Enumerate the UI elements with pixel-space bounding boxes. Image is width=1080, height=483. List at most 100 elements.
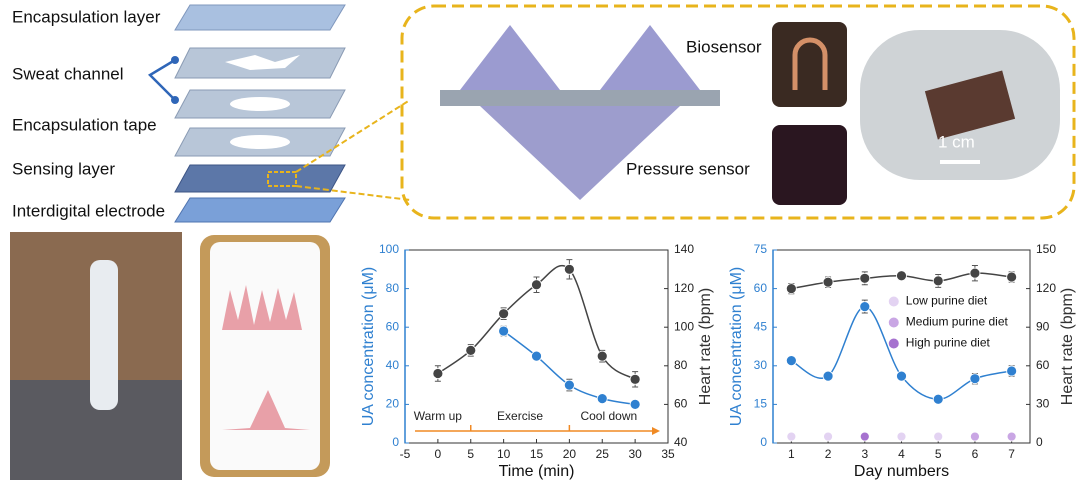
x-tick-label: 0	[435, 447, 442, 461]
y2-tick-label: 0	[1036, 435, 1043, 449]
layer-label: Sensing layer	[12, 159, 115, 178]
data-point	[896, 370, 907, 382]
data-point	[933, 431, 944, 442]
biosensor-photo	[772, 22, 847, 107]
phase-label: Warm up	[414, 409, 463, 423]
data-point	[498, 308, 510, 320]
x-tick-label: 6	[972, 447, 979, 461]
layer-label: Interdigital electrode	[12, 201, 165, 220]
x-axis-title: Time (min)	[499, 463, 575, 480]
scale-bar-label: 1 cm	[938, 132, 975, 151]
y2-tick-label: 60	[674, 397, 688, 411]
y-tick-label: 80	[386, 281, 400, 295]
y-tick-label: 45	[754, 319, 768, 333]
y-tick-label: 60	[754, 281, 768, 295]
data-point	[785, 355, 797, 367]
data-point	[896, 431, 907, 442]
legend-marker	[888, 296, 899, 307]
data-point	[1006, 431, 1017, 442]
y2-axis-title: Heart rate (bpm)	[1059, 288, 1076, 405]
y2-tick-label: 40	[674, 435, 688, 449]
data-point	[859, 301, 871, 313]
data-point	[786, 431, 797, 442]
y-axis-title: UA concentration (μM)	[360, 267, 377, 427]
layer-label: Encapsulation tape	[12, 115, 157, 134]
y-tick-label: 100	[379, 242, 399, 256]
y-tick-label: 60	[386, 319, 400, 333]
layer-label: Encapsulation layer	[12, 7, 161, 26]
x-tick-label: 3	[861, 447, 868, 461]
series-line	[503, 330, 636, 406]
x-tick-label: 7	[1008, 447, 1015, 461]
data-point	[1006, 271, 1018, 283]
y2-axis-title: Heart rate (bpm)	[697, 288, 714, 405]
y-tick-label: 0	[392, 435, 399, 449]
layer-stack	[147, 4, 411, 223]
data-point	[531, 279, 542, 291]
x-tick-label: -5	[400, 447, 411, 461]
data-point	[896, 270, 907, 282]
pressure-photo	[772, 125, 847, 205]
y2-tick-label: 140	[674, 242, 694, 256]
data-point	[785, 283, 797, 295]
x-tick-label: 15	[530, 447, 544, 461]
data-point	[465, 344, 477, 356]
y2-tick-label: 100	[674, 319, 694, 333]
data-point	[563, 263, 575, 275]
layer-label: Sweat channel	[12, 64, 124, 83]
y-tick-label: 75	[754, 242, 768, 256]
legend-label: Low purine diet	[906, 294, 988, 308]
data-point	[596, 393, 608, 405]
electrode	[792, 37, 828, 90]
legend-marker	[888, 338, 899, 349]
x-tick-label: 35	[661, 447, 675, 461]
data-point	[563, 379, 575, 391]
y-tick-label: 30	[754, 358, 768, 372]
data-point	[822, 370, 834, 382]
x-tick-label: 2	[825, 447, 832, 461]
data-point	[629, 398, 641, 410]
legend-marker	[888, 317, 899, 328]
x-tick-label: 10	[497, 447, 511, 461]
sensor-structure	[440, 25, 720, 200]
zoom-box	[400, 4, 1076, 220]
x-tick-label: 5	[935, 447, 942, 461]
data-point	[932, 275, 944, 287]
data-point	[932, 393, 944, 405]
data-point	[432, 368, 444, 379]
y-tick-label: 40	[386, 358, 400, 372]
y-tick-label: 15	[754, 397, 768, 411]
data-point	[970, 431, 980, 442]
data-point	[859, 272, 871, 284]
data-point	[969, 373, 981, 385]
phase-arrow-head	[652, 427, 660, 435]
y-tick-label: 20	[386, 397, 400, 411]
data-point	[531, 350, 542, 362]
legend-label: High purine diet	[906, 336, 991, 350]
y2-tick-label: 120	[674, 281, 694, 295]
x-tick-label: 4	[898, 447, 905, 461]
x-tick-label: 20	[563, 447, 577, 461]
data-point	[629, 373, 641, 385]
x-tick-label: 1	[788, 447, 795, 461]
data-point	[859, 431, 870, 442]
y-tick-label: 0	[760, 435, 767, 449]
x-tick-label: 25	[596, 447, 610, 461]
phase-label: Exercise	[497, 409, 543, 423]
data-point	[498, 325, 510, 337]
y2-tick-label: 120	[1036, 281, 1056, 295]
x-tick-label: 30	[628, 447, 642, 461]
pressure-label: Pressure sensor	[626, 159, 750, 178]
y2-tick-label: 60	[1036, 358, 1050, 372]
x-axis-title: Day numbers	[854, 463, 949, 480]
legend-label: Medium purine diet	[906, 315, 1009, 329]
biosensor-label: Biosensor	[686, 37, 762, 56]
data-point	[822, 276, 834, 288]
phase-label: Cool down	[580, 409, 637, 423]
data-point	[596, 350, 608, 362]
y-axis-title: UA concentration (μM)	[728, 267, 745, 427]
data-point	[969, 267, 981, 279]
y2-tick-label: 80	[674, 358, 688, 372]
y2-tick-label: 150	[1036, 242, 1056, 256]
